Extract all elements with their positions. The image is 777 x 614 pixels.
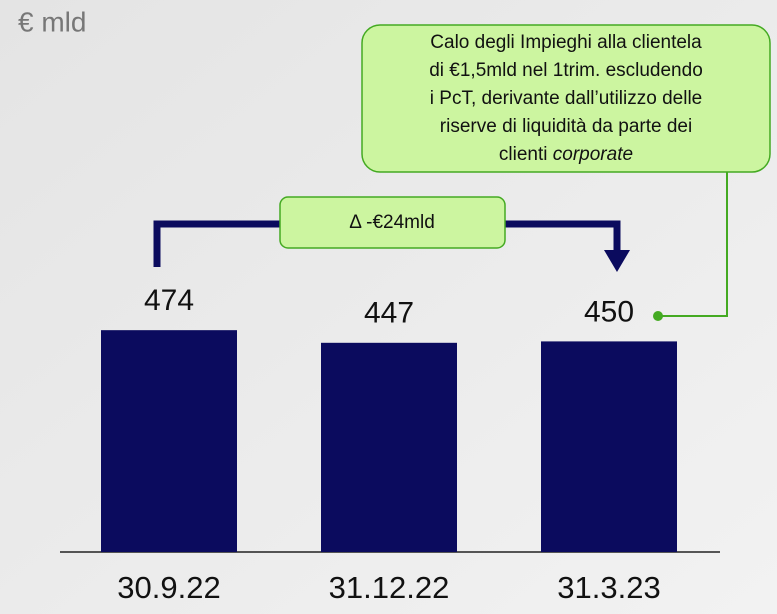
annotation-line: clienti corporate (499, 144, 633, 165)
value-label: 450 (584, 295, 634, 328)
annotation-text: corporate (553, 144, 633, 165)
value-label: 474 (144, 284, 194, 317)
annotation-line: i PcT, derivante dall’utilizzo delle (430, 88, 702, 109)
connector (660, 172, 728, 317)
annotation-line: riserve di liquidità da parte dei (440, 116, 692, 137)
bar (541, 341, 677, 552)
x-tick-label: 31.3.23 (557, 570, 660, 605)
delta-label: Δ -€24mld (349, 212, 435, 233)
bar (101, 330, 237, 552)
unit-label: € mld (18, 6, 86, 37)
delta-arrowhead (604, 250, 630, 272)
annotation: clienti corporate Calo degli Impieghi al… (429, 32, 703, 165)
delta-box (279, 196, 506, 249)
connector-dot (653, 311, 663, 321)
x-tick-label: 31.12.22 (329, 570, 450, 605)
annotation-line: Calo degli Impieghi alla clientela (430, 32, 702, 53)
annotation-line: di €1,5mld nel 1trim. escludendo (429, 60, 703, 81)
bar (321, 342, 457, 552)
x-tick-label: 30.9.22 (117, 570, 220, 605)
value-label: 447 (364, 297, 414, 330)
annotation-box (361, 24, 771, 173)
annotation-text: clienti (499, 144, 548, 165)
